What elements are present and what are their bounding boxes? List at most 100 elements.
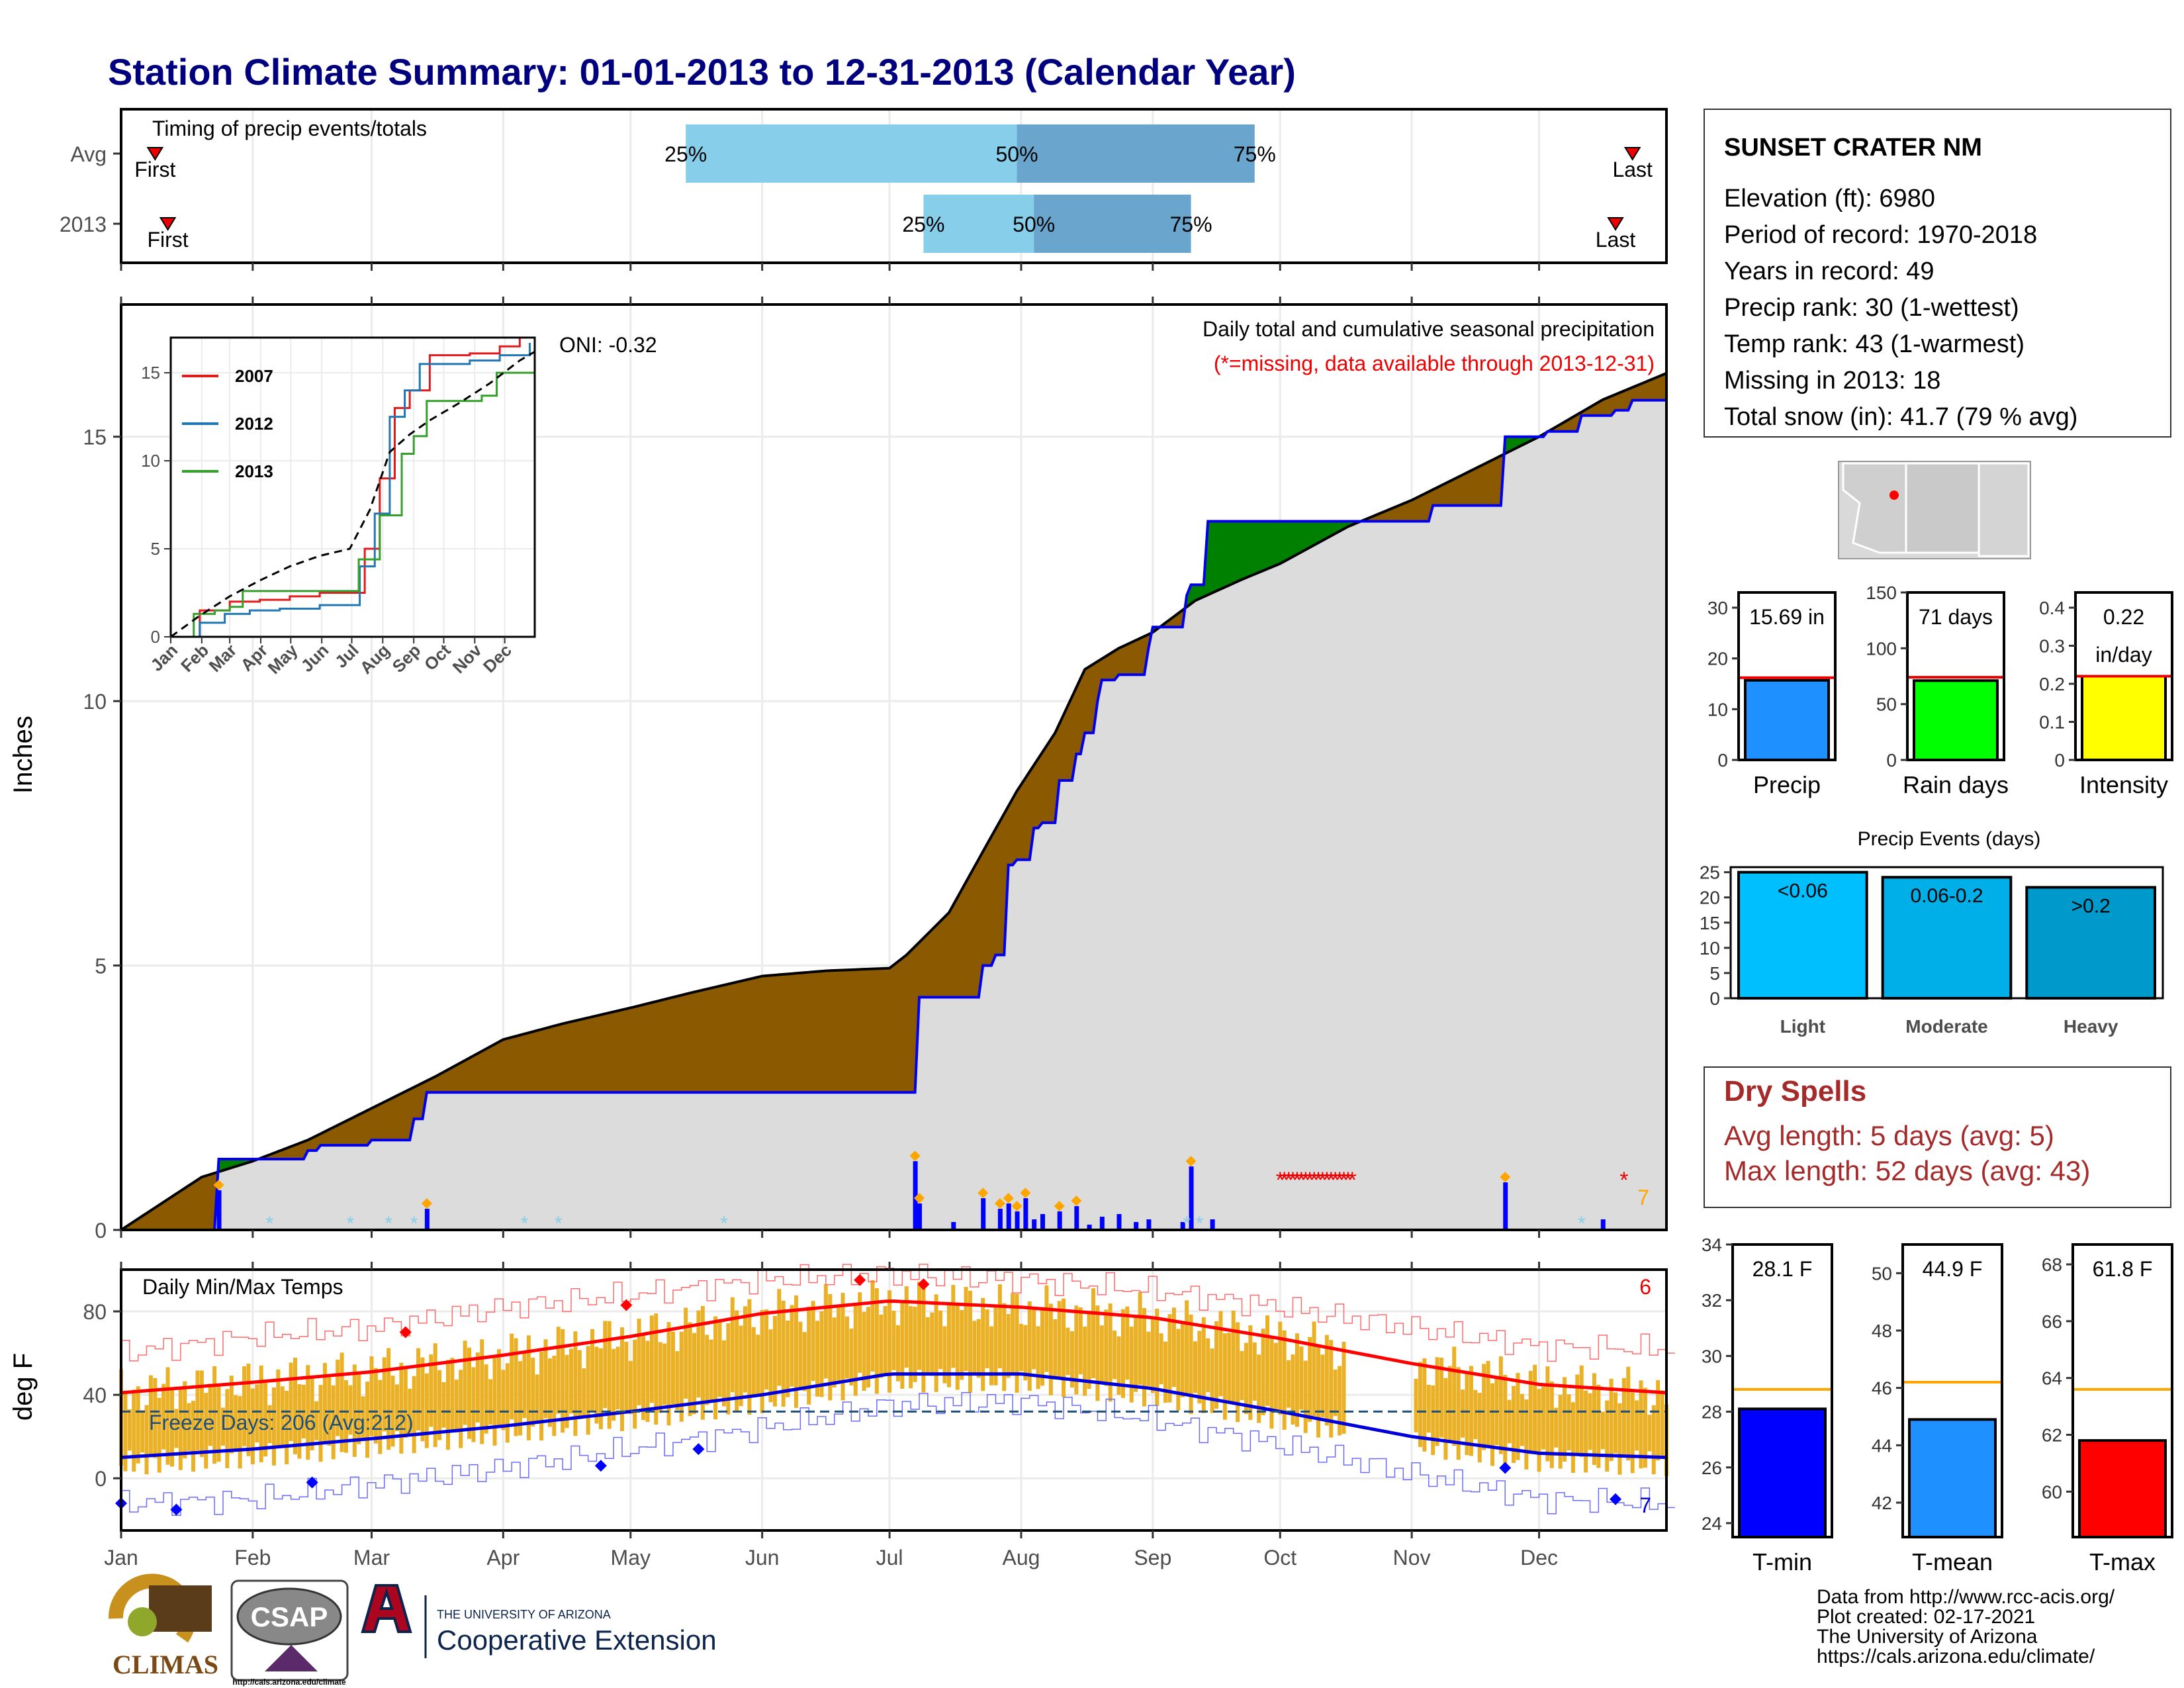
mini-bar-T-mean: [1908, 1418, 1997, 1538]
daily-max-marker: [909, 1150, 921, 1162]
footer-line: Plot created: 02-17-2021: [1817, 1606, 2035, 1628]
events-inner-label: <0.06: [1778, 880, 1828, 902]
snow-marker: *: [347, 1213, 355, 1235]
inset-frame: [169, 336, 536, 638]
inset-ytick-label: 10: [141, 451, 160, 471]
daily-max-marker: [913, 1193, 925, 1204]
mini-ytick-label: 30: [1707, 598, 1728, 618]
timing-p50-label: 50%: [1013, 212, 1055, 236]
mini-ytick-label: 0.1: [2039, 712, 2065, 733]
daily-max-marker: [1071, 1196, 1082, 1207]
timing-bar-low: [686, 124, 1017, 183]
mini-ytick-label: 20: [1707, 649, 1728, 669]
daily-precip-bar: [1180, 1222, 1185, 1230]
inset-bg: [171, 338, 535, 637]
missing-marker: *: [1318, 1168, 1327, 1193]
oni-label: ONI: -0.32: [559, 333, 657, 357]
mini-ytick-label: 46: [1872, 1378, 1892, 1399]
missing-marker: *: [1301, 1168, 1310, 1193]
mini-frame: [1901, 1243, 2003, 1538]
summary-bar-charts: 0 10 20 30 15.69 in Precip 0 50 100 150 71 days Rai…: [1707, 583, 2173, 798]
record-min-count: 7: [1639, 1493, 1651, 1517]
station-line: Missing in 2013: 18: [1724, 367, 1940, 395]
month-label: Nov: [1393, 1546, 1431, 1570]
first-label: First: [147, 228, 188, 252]
mini-frame: [1737, 591, 1837, 761]
timing-frame: [120, 108, 1668, 264]
temp-ylabel: deg F: [9, 1353, 38, 1421]
mini-ytick-label: 24: [1702, 1513, 1722, 1534]
month-label: Aug: [1002, 1546, 1040, 1570]
missing-marker: *: [1340, 1168, 1348, 1193]
map-state-nm: [1905, 462, 1980, 554]
daily-precip-bar: [981, 1198, 986, 1230]
record-low-marker: [1610, 1493, 1622, 1505]
events-ytick-label: 20: [1700, 888, 1720, 908]
inset-series-2013: [171, 360, 536, 638]
mini-value-label2: in/day: [2095, 643, 2152, 667]
daily-precip-bar: [951, 1222, 956, 1230]
daily-precip-bar: [1015, 1211, 1020, 1230]
record-low-marker: [692, 1443, 705, 1456]
record-low-marker: [594, 1460, 607, 1472]
mini-ytick-label: 32: [1702, 1290, 1722, 1311]
dry-spells-title: Dry Spells: [1724, 1075, 1866, 1107]
daily-max-marker: [1185, 1156, 1197, 1167]
station-info-box: SUNSET CRATER NM Elevation (ft): 6980 Peri…: [1704, 109, 2171, 438]
mini-ytick-label: 62: [2042, 1425, 2062, 1446]
station-box-frame: [1704, 109, 2171, 438]
missing-marker: *: [1322, 1168, 1331, 1193]
missing-count: 7: [1637, 1186, 1649, 1209]
mini-ytick-label: 44: [1872, 1435, 1892, 1456]
climas-logo-dot: [128, 1607, 157, 1636]
mini-ytick-label: 50: [1872, 1263, 1892, 1284]
temp-summary-charts: 24 26 28 30 32 34 28.1 F T-min 42 44 46 48 50 44.9 F T…: [1702, 1235, 2173, 1575]
month-label: Jun: [745, 1546, 780, 1570]
mini-ytick-label: 60: [2042, 1481, 2062, 1502]
mini-xlabel: T-max: [2089, 1548, 2156, 1575]
avg-min-line: [120, 1372, 1667, 1460]
mini-xlabel: Precip: [1753, 771, 1821, 798]
base-area: [121, 400, 1666, 1230]
record-min-line: [121, 1391, 1675, 1517]
ua-bottom-text: Cooperative Extension: [437, 1624, 717, 1656]
month-label: Feb: [234, 1546, 271, 1570]
daily-precip-bar: [424, 1209, 430, 1230]
daily-max-marker: [994, 1198, 1005, 1209]
missing-marker: *: [1335, 1168, 1343, 1193]
month-label: Dec: [1520, 1546, 1558, 1570]
mini-bar-Rain days: [1913, 679, 1999, 762]
temp-ytick-label: 40: [83, 1383, 107, 1407]
footer-line: https://cals.arizona.edu/climate/: [1817, 1646, 2095, 1667]
first-marker: [159, 217, 177, 231]
mini-ytick-label: 34: [1702, 1235, 1722, 1255]
snow-marker: *: [385, 1213, 392, 1235]
events-category-label: Light: [1780, 1016, 1825, 1037]
obs-cumulative-line: [121, 399, 1666, 1231]
missing-marker: *: [1348, 1168, 1357, 1193]
daily-precip-bar: [997, 1209, 1003, 1230]
month-axis: Jan Feb Mar Apr May Jun Jul Aug Sep Oct Nov Dec: [104, 263, 1558, 1570]
mini-ytick-label: 0.3: [2039, 636, 2065, 657]
events-ytick-label: 15: [1700, 913, 1720, 933]
inset-ytick-label: 5: [151, 539, 160, 559]
mini-value-label: 28.1 F: [1752, 1257, 1813, 1281]
missing-marker: *: [1343, 1168, 1352, 1193]
temp-frame: [120, 1268, 1668, 1532]
timing-row-label: 2013: [60, 212, 107, 236]
timing-p25-label: 25%: [902, 212, 944, 236]
dry-box-frame: [1704, 1066, 2171, 1208]
precip-ylabel: Inches: [9, 716, 38, 794]
mini-ytick-label: 28: [1702, 1402, 1722, 1423]
ua-top-text: THE UNIVERSITY OF ARIZONA: [437, 1608, 611, 1621]
station-line: Precip rank: 30 (1-wettest): [1724, 294, 2019, 322]
inset-ytick-label: 0: [151, 627, 160, 647]
mini-ytick-label: 0.4: [2039, 598, 2065, 618]
mini-value-label: 71 days: [1919, 605, 1993, 629]
mini-ytick-label: 0: [2054, 750, 2065, 771]
station-location-dot: [1889, 491, 1899, 500]
timing-bar-high: [1034, 195, 1191, 253]
precip-note: Daily total and cumulative seasonal prec…: [1203, 317, 1655, 341]
station-line: Period of record: 1970-2018: [1724, 221, 2037, 249]
climas-logo-block: [149, 1585, 212, 1632]
